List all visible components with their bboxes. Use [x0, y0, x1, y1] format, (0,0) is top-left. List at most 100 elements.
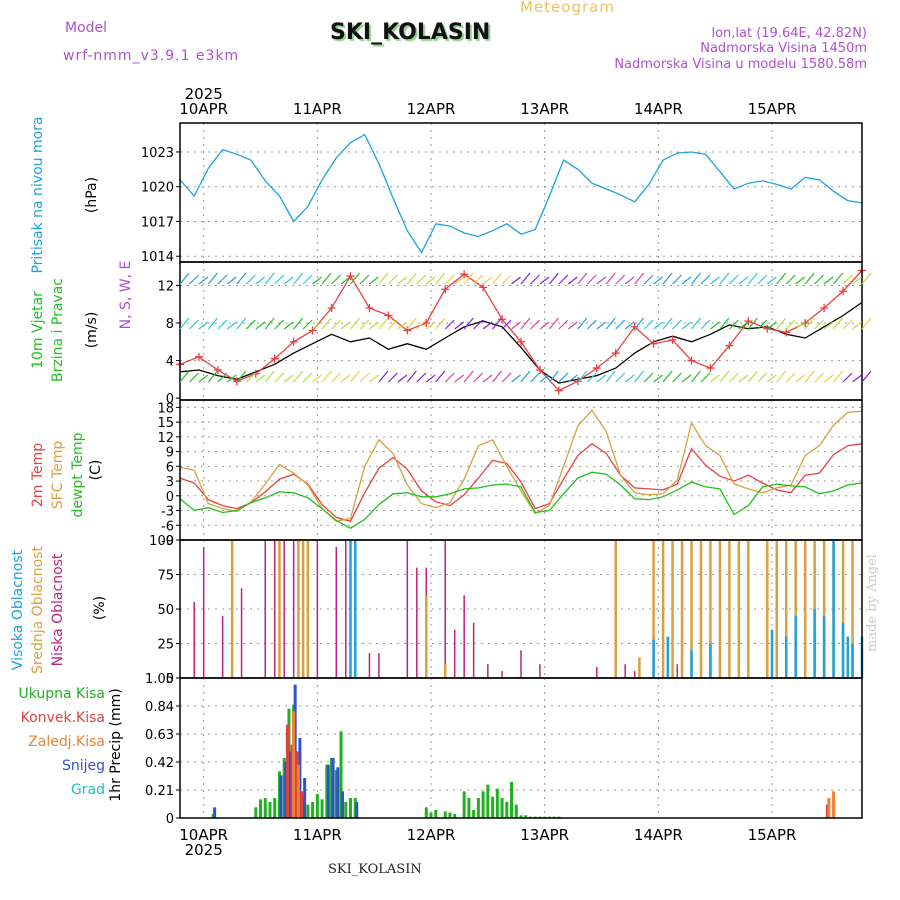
wind-barb	[833, 317, 844, 330]
wind-barb	[340, 321, 351, 330]
y-tick-label: 0.42	[145, 756, 174, 771]
wind-barb	[795, 374, 806, 383]
wind-barb	[738, 276, 749, 285]
precip-bar-total	[429, 812, 433, 818]
wind-barb	[653, 321, 663, 330]
gust-marker	[498, 315, 507, 324]
wind-barb	[747, 317, 758, 330]
wind-barb	[520, 317, 531, 330]
y-tick-label: 0.84	[145, 700, 174, 715]
wind-barb	[530, 372, 540, 383]
wind-barb	[605, 317, 616, 330]
wind-barb	[217, 319, 228, 330]
wind-barb	[804, 317, 815, 330]
gust-marker	[365, 304, 374, 312]
y-tick-label: 0	[166, 812, 174, 827]
cloud-axis-unit: (%)	[92, 596, 108, 620]
wind-barb	[719, 370, 730, 383]
cloud-axis-title-mid: Srednja Oblacnost	[30, 546, 46, 674]
gust-marker	[479, 283, 488, 292]
precip-bar-total	[462, 791, 466, 818]
wind-barb	[861, 370, 872, 383]
gust-marker	[687, 356, 696, 365]
wind-barb	[378, 370, 389, 383]
wind-barb	[454, 321, 465, 330]
precip-bar-total	[344, 802, 348, 818]
precip-legend-item: Konvek.Kisa	[21, 710, 105, 726]
wind-barb	[634, 370, 645, 383]
precip-bar-total	[263, 798, 267, 818]
gust-marker	[460, 270, 469, 279]
wind-barb	[833, 370, 844, 383]
wind-barb	[672, 274, 682, 285]
gust-marker	[630, 322, 639, 331]
wind-barb	[492, 370, 503, 383]
y-tick-label: 0.63	[145, 728, 174, 743]
wind-barb	[785, 372, 796, 383]
precip-bar-total	[315, 794, 319, 818]
wind-barb	[766, 276, 777, 285]
wind-barb	[681, 276, 692, 285]
chart-title: SKI_KOLASIN	[330, 20, 491, 45]
wind-barb	[558, 372, 569, 383]
y-tick-label: 0	[166, 490, 174, 505]
y-tick-label: 1020	[141, 181, 174, 196]
wind-barb	[217, 274, 228, 285]
precip-bar-total	[519, 815, 523, 818]
wind-barb	[406, 370, 417, 383]
gust-marker	[194, 352, 203, 361]
wind-barb	[747, 272, 758, 285]
temp-axis-title-sfc: SFC Temp	[50, 441, 66, 510]
wind-barb	[189, 274, 199, 285]
wind-barb	[274, 372, 285, 383]
wind-barb	[700, 274, 711, 285]
pressure-axis-title: Pritisak na nivou mora	[30, 116, 46, 273]
wind-barb	[823, 276, 834, 285]
top-date-label: 14APR	[634, 100, 683, 118]
wind-barb	[852, 374, 862, 383]
wind-barb	[738, 321, 749, 330]
precip-bar-total	[434, 810, 438, 818]
wind-barb	[804, 272, 815, 285]
wind-barb	[520, 370, 531, 383]
wind-barb	[567, 321, 578, 330]
wind-barb	[207, 272, 218, 285]
wind-barb	[596, 374, 607, 383]
y-tick-label: 8	[166, 317, 174, 332]
meteogram-label: Meteogram	[520, 0, 615, 16]
wind-barb	[482, 321, 493, 330]
precip-bar-total	[467, 798, 471, 818]
station-altitude: Nadmorska Visina 1450m	[700, 41, 867, 56]
y-tick-label: 1023	[141, 146, 174, 161]
gust-marker	[839, 287, 848, 296]
wind-barb	[634, 317, 645, 330]
model-altitude: Nadmorska Visina u modelu 1580.58m	[614, 57, 867, 72]
y-tick-label: 4	[166, 355, 174, 370]
precip-bar-total	[486, 784, 490, 818]
y-tick-label: -9	[161, 534, 174, 549]
wind-barb	[189, 372, 199, 383]
wind-barb	[710, 276, 720, 285]
footer-station: SKI_KOLASIN	[328, 862, 422, 877]
wind-barb	[662, 317, 673, 330]
wind-barb	[359, 372, 370, 383]
wind-barb	[444, 274, 455, 285]
wind-axis-title-2: Brzina i Pravac	[50, 278, 66, 382]
wind-barb	[662, 370, 673, 383]
wind-barb	[387, 274, 398, 285]
wind-barb	[179, 317, 190, 330]
wind-barb	[672, 319, 682, 330]
gust-marker	[744, 317, 753, 326]
wind-barb	[785, 274, 796, 285]
wind-barb	[766, 374, 777, 383]
y-tick-label: -3	[161, 505, 174, 520]
wind-barb	[236, 317, 247, 330]
wind-barb	[226, 321, 237, 330]
wind-barb	[615, 274, 626, 285]
series-line-pressure	[179, 133, 863, 255]
cloud-axis-title-high: Visoka Oblacnost	[10, 549, 26, 670]
y-tick-label: 25	[157, 638, 174, 653]
wind-barb	[710, 374, 720, 383]
precip-bar-snow	[341, 791, 345, 818]
top-date-label: 13APR	[520, 100, 569, 118]
